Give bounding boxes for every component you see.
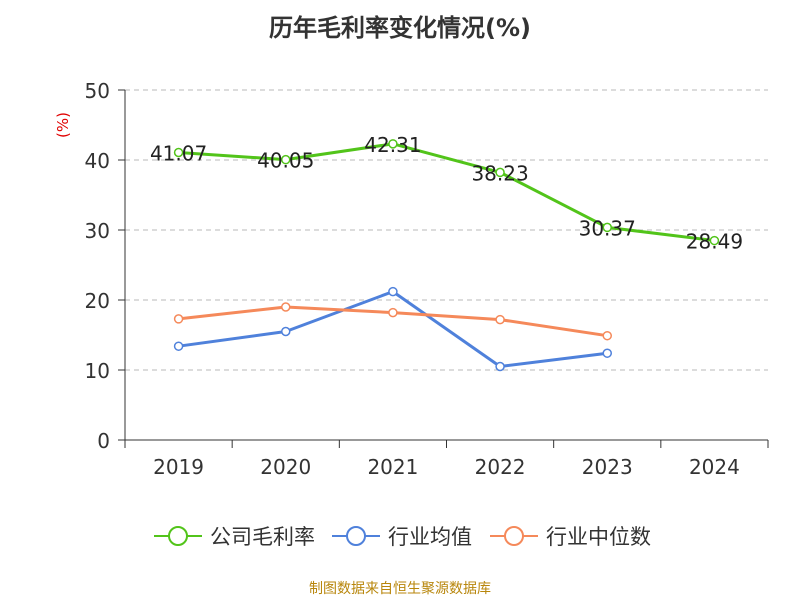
data-point	[495, 314, 505, 325]
y-tick-label: 30	[85, 219, 110, 243]
grid-lines	[125, 89, 768, 371]
legend-label: 行业均值	[388, 525, 472, 549]
x-tick-label: 2022	[475, 455, 526, 479]
series-lines	[173, 139, 720, 372]
legend-marker	[346, 526, 366, 546]
x-tick-label: 2024	[689, 455, 740, 479]
y-axis-label: (%)	[54, 112, 72, 138]
x-tick-label: 2021	[367, 455, 418, 479]
legend-item: 行业中位数	[490, 525, 651, 549]
y-tick-label: 10	[85, 359, 110, 383]
data-point	[495, 361, 505, 372]
data-point	[388, 139, 398, 149]
data-point	[602, 330, 612, 341]
legend: 公司毛利率 行业均值 行业中位数	[154, 525, 651, 549]
series-line	[178, 142, 715, 243]
data-point	[388, 307, 398, 318]
data-labels: 41.07 40.05 42.31 38.23 30.37 28.49	[150, 133, 743, 254]
data-point	[388, 286, 398, 297]
legend-label: 公司毛利率	[210, 525, 315, 549]
data-point	[173, 147, 184, 158]
axes: 0 10 20 30 40 50 (%) 2019 2020 2021 2022 2023 2024	[54, 79, 769, 479]
data-point	[602, 222, 612, 233]
y-tick-label: 0	[97, 429, 110, 453]
data-label: 30.37	[579, 216, 636, 240]
series-line	[178, 290, 608, 368]
y-tick-label: 20	[85, 289, 110, 313]
data-point	[281, 302, 291, 312]
data-point	[281, 154, 291, 165]
data-label: 28.49	[686, 230, 743, 254]
data-point	[173, 314, 184, 324]
data-label: 41.07	[150, 142, 207, 166]
chart-title: 历年毛利率变化情况(%)	[269, 14, 531, 42]
legend-marker	[168, 526, 188, 546]
y-tick-label: 40	[85, 149, 110, 173]
legend-marker	[504, 526, 524, 546]
data-point	[173, 341, 184, 351]
x-tick-label: 2019	[153, 455, 204, 479]
legend-label: 行业中位数	[546, 525, 651, 549]
data-point	[709, 235, 720, 246]
data-point	[495, 167, 505, 178]
data-label: 42.31	[364, 133, 421, 157]
x-tick-label: 2023	[582, 455, 633, 479]
data-point	[281, 326, 291, 337]
legend-item: 公司毛利率	[154, 525, 315, 549]
data-label: 38.23	[471, 161, 528, 185]
data-point	[602, 348, 612, 358]
legend-item: 行业均值	[332, 525, 472, 549]
data-label: 40.05	[257, 149, 314, 173]
y-tick-label: 50	[85, 79, 110, 103]
x-tick-label: 2020	[260, 455, 311, 479]
data-source-note: 制图数据来自恒生聚源数据库	[309, 581, 491, 597]
